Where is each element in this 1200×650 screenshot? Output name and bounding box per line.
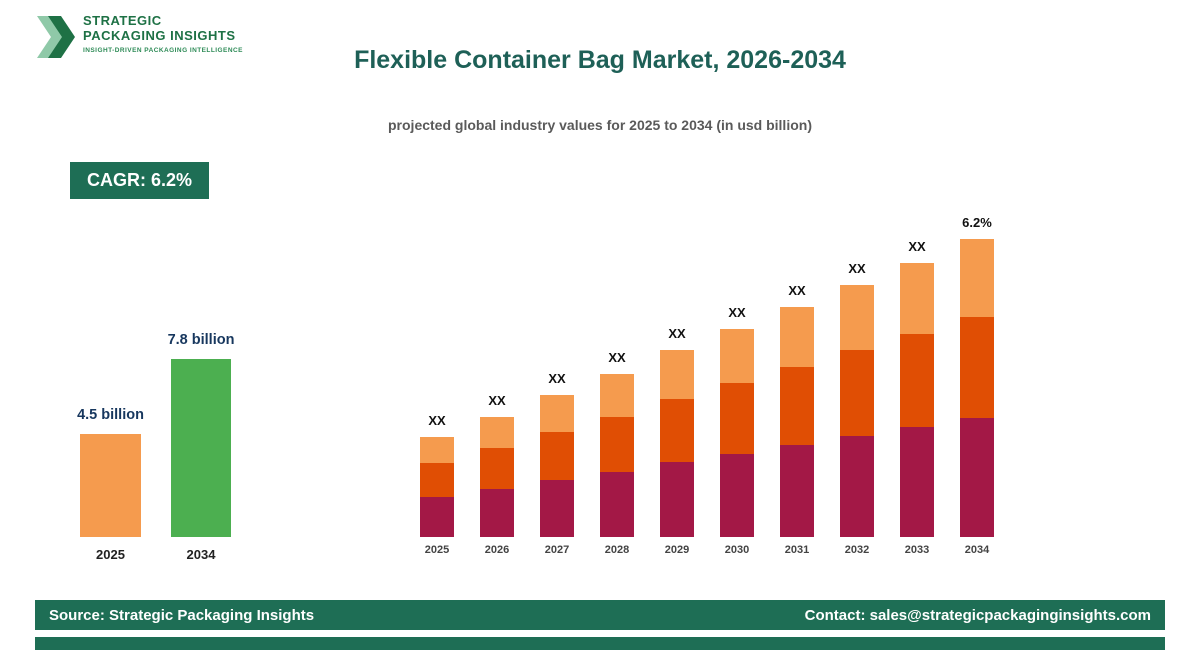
mini-bar-2034 bbox=[171, 359, 231, 537]
bar-segment-middle bbox=[840, 350, 874, 436]
bar-segment-middle bbox=[420, 463, 454, 497]
bar-segment-top bbox=[600, 374, 634, 417]
x-axis-label: 2033 bbox=[904, 544, 930, 556]
bar-value-label: XX bbox=[608, 350, 626, 365]
bar-segment-bottom bbox=[900, 427, 934, 537]
footer-band: Source: Strategic Packaging Insights Con… bbox=[35, 600, 1165, 630]
bar-value-label: XX bbox=[728, 305, 746, 320]
bar-segment-middle bbox=[600, 417, 634, 472]
footer-contact: Contact: sales@strategicpackaginginsight… bbox=[804, 606, 1151, 624]
x-axis-label: 2027 bbox=[544, 544, 570, 556]
x-axis-label: 2031 bbox=[784, 544, 810, 556]
bar-value-label: XX bbox=[548, 371, 566, 386]
bar-segment-bottom bbox=[600, 472, 634, 537]
bar-value-label: XX bbox=[788, 283, 806, 298]
bar-segment-bottom bbox=[960, 418, 994, 537]
mini-bar-x-label: 2034 bbox=[186, 547, 216, 562]
footer-strip bbox=[35, 637, 1165, 650]
page-subtitle: projected global industry values for 202… bbox=[388, 117, 812, 133]
bar-segment-bottom bbox=[420, 497, 454, 537]
bar-segment-top bbox=[480, 417, 514, 448]
mini-bar-value-label: 7.8 billion bbox=[167, 332, 235, 348]
bar-segment-top bbox=[660, 350, 694, 399]
bar-segment-top bbox=[780, 307, 814, 367]
logo-tagline: INSIGHT-DRIVEN PACKAGING INTELLIGENCE bbox=[83, 47, 243, 54]
cagr-badge: CAGR: 6.2% bbox=[70, 162, 210, 199]
logo-text: STRATEGIC PACKAGING INSIGHTS INSIGHT-DRI… bbox=[83, 13, 243, 54]
x-axis-label: 2029 bbox=[664, 544, 690, 556]
bar-segment-middle bbox=[660, 399, 694, 462]
mini-bar-x-label: 2025 bbox=[96, 547, 125, 562]
footer-source: Source: Strategic Packaging Insights bbox=[49, 606, 315, 624]
bar-segment-bottom bbox=[780, 445, 814, 537]
bar-value-label: XX bbox=[668, 326, 686, 341]
logo: STRATEGIC PACKAGING INSIGHTS INSIGHT-DRI… bbox=[35, 13, 243, 61]
bar-segment-top bbox=[420, 437, 454, 463]
logo-chevron-icon bbox=[37, 16, 75, 58]
x-axis-label: 2034 bbox=[964, 544, 990, 556]
bar-segment-middle bbox=[960, 317, 994, 418]
bar-segment-top bbox=[960, 239, 994, 317]
bar-value-label: XX bbox=[428, 413, 446, 428]
logo-line2: PACKAGING INSIGHTS bbox=[83, 28, 236, 43]
x-axis-label: 2032 bbox=[844, 544, 870, 556]
x-axis-label: 2030 bbox=[724, 544, 750, 556]
logo-line1: STRATEGIC bbox=[83, 13, 162, 28]
x-axis-label: 2028 bbox=[604, 544, 630, 556]
x-axis-label: 2026 bbox=[484, 544, 510, 556]
bar-value-label: 6.2% bbox=[962, 215, 992, 230]
bar-segment-middle bbox=[540, 432, 574, 480]
mini-chart: 4.5 billion 2025 7.8 billion 2034 bbox=[60, 300, 280, 590]
bar-value-label: XX bbox=[908, 239, 926, 254]
bar-segment-bottom bbox=[840, 436, 874, 537]
bar-value-label: XX bbox=[848, 261, 866, 276]
bar-segment-top bbox=[720, 329, 754, 383]
bar-segment-bottom bbox=[480, 489, 514, 537]
bar-value-label: XX bbox=[488, 393, 506, 408]
x-axis-label: 2025 bbox=[424, 544, 450, 556]
mini-bar-2025 bbox=[80, 434, 141, 537]
mini-bar-value-label: 4.5 billion bbox=[77, 407, 144, 423]
bar-segment-bottom bbox=[540, 480, 574, 537]
bar-segment-middle bbox=[720, 383, 754, 454]
bar-segment-top bbox=[900, 263, 934, 334]
bar-segment-top bbox=[840, 285, 874, 350]
bar-segment-bottom bbox=[660, 462, 694, 537]
bar-segment-bottom bbox=[720, 454, 754, 537]
stacked-bar-chart: XX 2025 XX 2026 XX 2027 XX 2028 XX 2029 XX 2030 XX 20… bbox=[415, 205, 1035, 575]
bar-segment-middle bbox=[900, 334, 934, 427]
page-title: Flexible Container Bag Market, 2026-2034 bbox=[354, 46, 846, 74]
bar-segment-middle bbox=[480, 448, 514, 489]
bar-segment-top bbox=[540, 395, 574, 432]
bar-segment-middle bbox=[780, 367, 814, 445]
